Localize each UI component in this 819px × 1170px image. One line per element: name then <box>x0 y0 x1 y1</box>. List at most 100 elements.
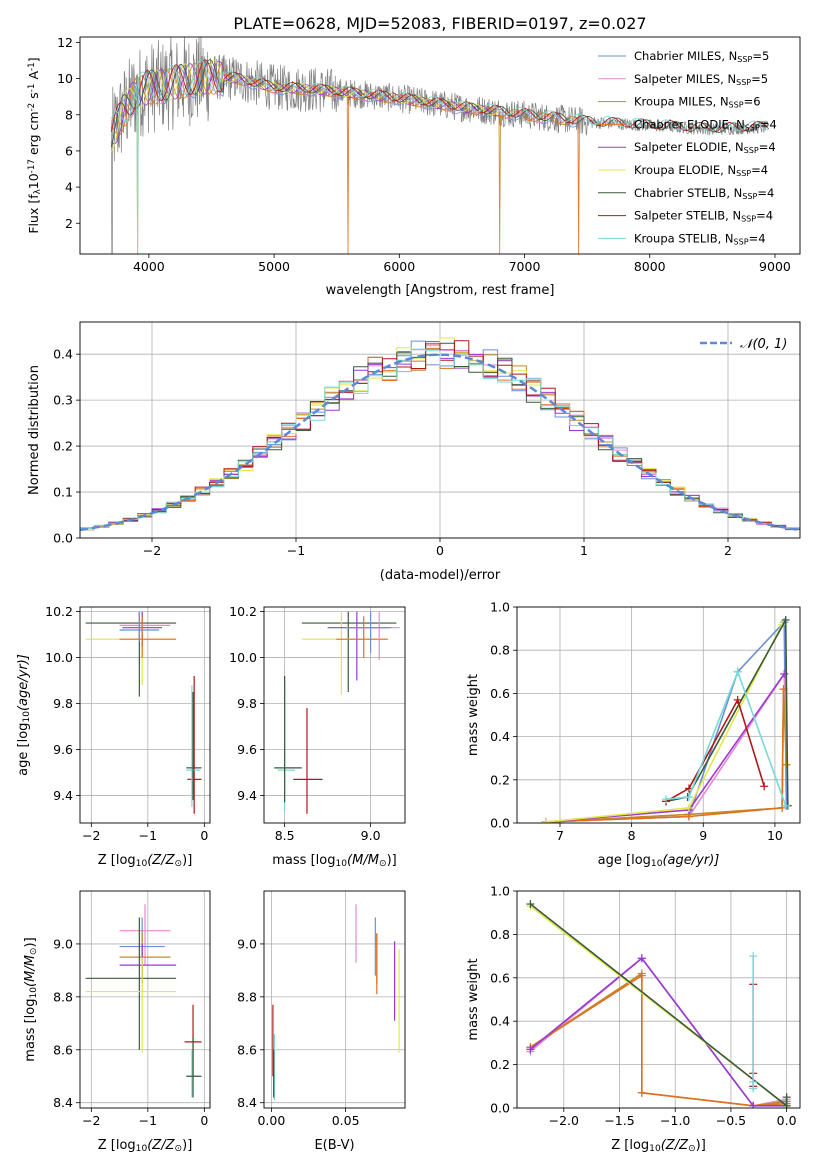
legend-label: Kroupa MILES, NSSP=6 <box>634 95 761 110</box>
weight-line <box>665 616 789 806</box>
model-spectrum <box>110 59 769 133</box>
y-tick-label: 9.8 <box>237 696 257 711</box>
legend-label: Salpeter MILES, NSSP=5 <box>634 72 768 87</box>
label-part: 10 <box>651 859 663 869</box>
y-tick-label: 8.8 <box>53 989 73 1004</box>
mass-vs-Z-y-label: mass [log10(M/M⊙)] <box>23 937 39 1061</box>
age-vs-mass-x-label: mass [log10(M/M⊙)] <box>272 853 396 869</box>
legend-label: Chabrier ELODIE, NSSP=4 <box>634 117 777 132</box>
y-tick-label: 0.8 <box>490 643 510 658</box>
age_vs_Z-frame <box>79 606 211 824</box>
y-tick-label: 0.6 <box>490 686 510 701</box>
label-part: =4 <box>749 231 766 245</box>
label-part: s <box>26 92 41 103</box>
y-tick-label: 0.1 <box>53 485 73 500</box>
y-tick-label: 8.6 <box>53 1042 73 1057</box>
observed-spectrum <box>110 37 769 254</box>
y-tick-label: 10.2 <box>229 604 257 619</box>
label-part: -1 <box>27 62 37 71</box>
y-tick-label: 10 <box>57 71 73 86</box>
residuals-axes: −2 −1 0 1 2 0.0 0.1 0.2 0.3 0.4 (data-model)/error… <box>27 321 801 583</box>
label-part: =4 <box>751 163 768 177</box>
model-spectrum <box>110 59 769 148</box>
label-part: Flux [f <box>26 194 41 234</box>
x-tick-label: −0.5 <box>716 1113 746 1128</box>
x-tick-label: 8 <box>628 828 636 843</box>
residual-histograms <box>80 337 800 532</box>
y-tick-label: 0.4 <box>53 347 73 362</box>
y-tick-label: 0.2 <box>490 772 510 787</box>
x-tick-label: 0.05 <box>332 1113 360 1128</box>
x-tick-label: 6000 <box>383 259 415 274</box>
x-tick-label: 9000 <box>759 259 791 274</box>
normal-legend-label: 𝒩(0, 1) <box>740 337 787 352</box>
mass_weight_vs_age-series <box>541 615 792 823</box>
label-part: SSP <box>741 215 756 224</box>
weight-vs-age-x-label: age [log10(age/yr)] <box>598 853 720 869</box>
label-part: mass [log <box>23 999 38 1062</box>
label-part: (age/yr)] <box>662 853 719 868</box>
model-spectrum <box>110 62 579 131</box>
y-tick-label: 0.0 <box>490 1101 510 1116</box>
age_vs_mass-frame <box>263 606 406 824</box>
label-part: )] <box>696 1138 706 1153</box>
y-tick-label: 8.4 <box>53 1095 73 1110</box>
mass_vs_Z-axes: −2 −1 08.48.68.89.0Z [log10(Z/Z⊙)]mass [lo… <box>23 890 211 1154</box>
label-part: =4 <box>757 186 774 200</box>
legend-label: Kroupa STELIB, NSSP=4 <box>634 231 766 246</box>
y-tick-label: 9.0 <box>237 936 257 951</box>
y-tick-label: 8.4 <box>237 1095 257 1110</box>
label-part: λ <box>33 189 43 194</box>
label-part: Kroupa ELODIE, N <box>634 163 736 177</box>
y-tick-label: 9.8 <box>53 696 73 711</box>
y-tick-label: 0.3 <box>53 393 73 408</box>
spectrum-axes: 4000 5000 6000 7000 8000 9000 2 4 6 8 10 12 waveleng… <box>26 35 801 298</box>
x-tick-label: 0 <box>200 1113 208 1128</box>
label-part: )] <box>23 937 38 947</box>
mass_vs_EBV-points <box>272 904 400 1101</box>
age-vs-Z-x-label: Z [log10(Z/Z⊙)] <box>98 853 193 869</box>
age_vs_mass-points <box>274 611 400 814</box>
label-part: Kroupa STELIB, N <box>634 231 734 245</box>
weight-line <box>529 974 787 1107</box>
label-part: SSP <box>737 55 752 64</box>
age_vs_mass-axes: 8.5 9.0 9.4 9.6 9.8 10.0 10.2 mass [log10(M/M⊙)… <box>229 604 406 869</box>
residual-histogram <box>80 348 800 532</box>
label-part: ⊙ <box>175 1144 183 1154</box>
y-tick-label: 10.2 <box>45 604 73 619</box>
label-part: ⊙ <box>175 859 183 869</box>
x-tick-label: −2 <box>82 828 100 843</box>
label-part: )] <box>387 853 397 868</box>
mass_vs_Z-frame <box>79 890 211 1109</box>
y-tick-label: 9.6 <box>53 742 73 757</box>
y-tick-label: 0.0 <box>490 816 510 831</box>
model-spectrum <box>110 59 769 254</box>
label-part: Chabrier ELODIE, N <box>634 117 745 131</box>
y-tick-label: 9.0 <box>53 936 73 951</box>
x-tick-label: 8000 <box>634 259 666 274</box>
label-part: 10 <box>26 173 41 189</box>
label-part: =4 <box>759 140 776 154</box>
spectrum-y-label: Flux [fλ10-17 erg cm-2 s-1 A-1] <box>26 57 43 233</box>
label-part: ⊙ <box>688 1144 696 1154</box>
x-tick-label: 2 <box>724 543 732 558</box>
label-part: Kroupa MILES, N <box>634 95 729 109</box>
legend-label: Salpeter STELIB, NSSP=4 <box>634 209 773 224</box>
x-tick-label: 9 <box>699 828 707 843</box>
mass-vs-Z-x-label: Z [log10(Z/Z⊙)] <box>98 1138 193 1154</box>
label-part: SSP <box>736 78 751 87</box>
y-tick-label: 0.4 <box>490 1014 510 1029</box>
x-tick-label: 9.0 <box>361 828 381 843</box>
mass_vs_EBV-axes: 0.00 0.05 8.4 8.6 8.8 9.0 E(B-V) <box>237 890 406 1153</box>
y-tick-label: 10.0 <box>45 650 73 665</box>
x-tick-label: 0.0 <box>777 1113 797 1128</box>
y-tick-label: 8.8 <box>237 989 257 1004</box>
label-part: ⊙ <box>29 947 39 955</box>
y-tick-label: 2 <box>65 216 73 231</box>
label-part: 10 <box>29 987 39 999</box>
x-tick-label: −1.0 <box>660 1113 690 1128</box>
mass_vs_Z-points <box>85 904 202 1098</box>
label-part: )] <box>182 1138 192 1153</box>
model-spectrum <box>110 59 500 254</box>
label-part: SSP <box>742 192 757 201</box>
